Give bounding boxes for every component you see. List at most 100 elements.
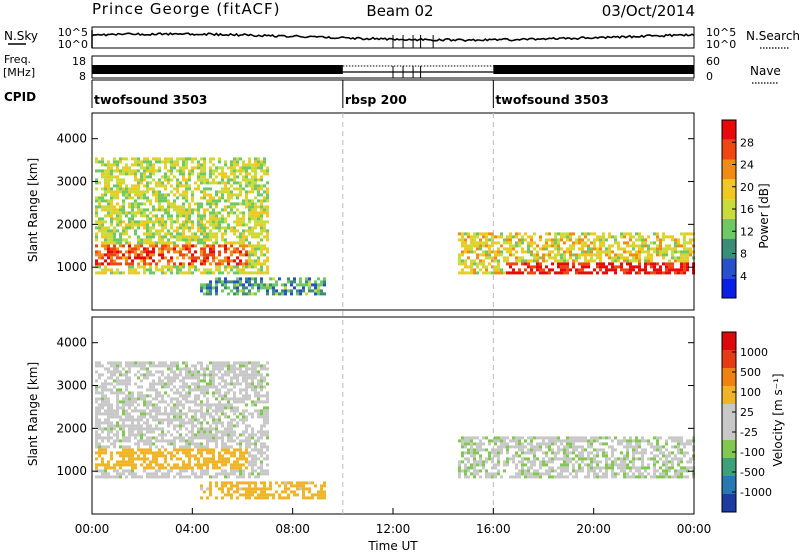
vel-cell-2042	[596, 439, 599, 443]
power-cell-595	[164, 256, 167, 260]
vel-cell-1274	[239, 412, 242, 416]
vel-cell-230	[122, 457, 125, 461]
power-cell-1985	[578, 256, 581, 260]
power-cell-1839	[527, 235, 530, 239]
power-cell-1375	[251, 262, 254, 266]
power-cell-251	[122, 199, 125, 203]
power-cell-2255	[665, 235, 668, 239]
vel-cell-1495	[263, 490, 266, 494]
vel-cell-1191	[230, 403, 233, 407]
vel-cell-128	[107, 361, 110, 365]
power-cell-1612	[317, 289, 320, 293]
vel-cell-1892	[551, 466, 554, 470]
power-cell-1440	[257, 268, 260, 272]
power-cell-1104	[221, 181, 224, 185]
vel-cell-1804	[521, 436, 524, 440]
vel-cell-1401	[251, 370, 254, 374]
power-cell-674	[173, 235, 176, 239]
vel-cell-144	[110, 403, 113, 407]
power-cell-239	[122, 256, 125, 260]
vel-cell-1863	[542, 463, 545, 467]
vel-cell-953	[206, 409, 209, 413]
power-cell-1628	[458, 253, 461, 257]
power-cell-1549	[266, 181, 269, 185]
vel-cell-922	[203, 415, 206, 419]
power-cell-2013	[587, 271, 590, 275]
power-cell-2256	[668, 271, 671, 275]
vel-cell-2296	[686, 475, 689, 479]
power-cell-431	[143, 190, 146, 194]
power-cell-281	[125, 163, 128, 167]
power-cell-1004	[209, 157, 212, 161]
power-cell-1093	[221, 235, 224, 239]
vel-cell-1004	[212, 421, 215, 425]
vel-cell-820	[191, 373, 194, 377]
vel-cell-1883	[548, 460, 551, 464]
vel-cell-1737	[497, 448, 500, 452]
vel-cell-1156	[227, 415, 230, 419]
power-cell-879	[197, 172, 200, 176]
power-cell-962	[206, 226, 209, 230]
power-cell-1661	[470, 268, 473, 272]
vel-cell-1117	[224, 451, 227, 455]
power-cell-2145	[629, 232, 632, 236]
vel-cell-88	[104, 427, 107, 431]
power-cell-290	[128, 247, 131, 251]
vel-cell-2066	[605, 454, 608, 458]
vel-cell-975	[209, 439, 212, 443]
vel-cell-1541	[266, 397, 269, 401]
vel-cell-1851	[536, 442, 539, 446]
power-cell-2284	[677, 259, 680, 263]
vel-cell-188	[116, 409, 119, 413]
vel-cell-827	[194, 454, 197, 458]
vel-cell-1246	[236, 415, 239, 419]
power-cell-1540	[266, 214, 269, 218]
vel-cell-1616	[458, 472, 461, 476]
vel-cell-1646	[467, 451, 470, 455]
vel-cell-2262	[674, 454, 677, 458]
power-cell-1371	[251, 283, 254, 287]
power-cell-2186	[644, 265, 647, 269]
power-cell-1539	[266, 220, 269, 224]
power-cell-1290	[242, 232, 245, 236]
vel-cell-1581	[299, 487, 302, 491]
vel-cell-1178	[230, 454, 233, 458]
vel-cell-262	[125, 439, 128, 443]
power-cell-1204	[233, 202, 236, 206]
power-cell-1426	[254, 184, 257, 188]
power-cell-1033	[215, 289, 218, 293]
vel-cell-1258	[239, 487, 242, 491]
power-cell-1836	[527, 247, 530, 251]
power-cell-749	[182, 223, 185, 227]
power-cell-573	[161, 247, 164, 251]
vel-cell-1723	[494, 463, 497, 467]
power-cell-911	[200, 163, 203, 167]
power-cell-2270	[671, 247, 674, 251]
vel-cell-1100	[221, 394, 224, 398]
vel-cell-2273	[677, 448, 680, 452]
vel-cell-721	[179, 367, 182, 371]
vel-cell-1665	[473, 463, 476, 467]
power-cell-1646	[464, 250, 467, 254]
vel-cell-481	[149, 364, 152, 368]
vel-cell-1111	[224, 475, 227, 479]
vel-cell-2210	[656, 448, 659, 452]
power-cell-547	[158, 235, 161, 239]
vel-cell-545	[158, 412, 161, 416]
vel-cell-427	[143, 367, 146, 371]
power-cell-1172	[230, 229, 233, 233]
power-cell-2242	[662, 250, 665, 254]
vel-cell-2076	[611, 472, 614, 476]
power-cell-1704	[482, 253, 485, 257]
power-cell-336	[134, 250, 137, 254]
vel-cell-2001	[584, 439, 587, 443]
power-cell-427	[143, 208, 146, 212]
vel-cell-1866	[542, 451, 545, 455]
power-cell-877	[197, 178, 200, 182]
vel-cell-462	[149, 448, 152, 452]
power-cell-344	[134, 211, 137, 215]
vel-cell-1166	[227, 367, 230, 371]
power-cell-170	[113, 226, 116, 230]
power-cell-421	[143, 232, 146, 236]
vel-cbar-swatch-8	[722, 350, 736, 368]
